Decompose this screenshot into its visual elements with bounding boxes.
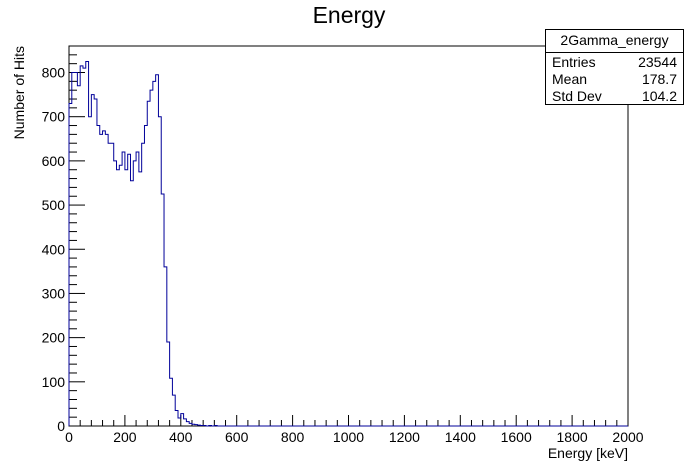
y-axis-label: Number of Hits (11, 46, 27, 139)
y-tick-label: 200 (42, 330, 66, 346)
y-tick-label: 400 (42, 241, 66, 257)
stats-mean-value: 178.7 (641, 71, 677, 87)
y-tick-label: 800 (42, 65, 66, 81)
y-tick-label: 700 (42, 109, 66, 125)
stats-row-stddev: Std Dev 104.2 (546, 87, 683, 104)
chart-title: Energy (312, 2, 386, 28)
x-tick-label: 1400 (445, 429, 476, 445)
stats-histogram-name: 2Gamma_energy (546, 30, 683, 53)
x-tick-label: 600 (225, 429, 249, 445)
stats-stddev-label: Std Dev (552, 88, 602, 104)
y-tick-label: 500 (42, 197, 66, 213)
x-tick-label: 1800 (557, 429, 588, 445)
stats-entries-value: 23544 (638, 54, 677, 70)
x-tick-label: 1000 (333, 429, 364, 445)
stats-row-entries: Entries 23544 (546, 53, 683, 70)
histogram-line (68, 60, 628, 427)
x-tick-label: 800 (281, 429, 305, 445)
x-tick-label: 1600 (501, 429, 532, 445)
stats-row-mean: Mean 178.7 (546, 70, 683, 87)
x-tick-label: 400 (169, 429, 193, 445)
stats-box: 2Gamma_energy Entries 23544 Mean 178.7 S… (545, 29, 684, 105)
x-tick-label: 0 (65, 429, 73, 445)
stats-stddev-value: 104.2 (641, 88, 677, 104)
x-tick-label: 1200 (389, 429, 420, 445)
x-axis-label: Energy [keV] (548, 445, 628, 461)
stats-mean-label: Mean (552, 71, 588, 87)
stats-entries-label: Entries (552, 54, 596, 70)
y-tick-label: 600 (42, 153, 66, 169)
y-tick-label: 0 (57, 418, 65, 434)
y-tick-label: 300 (42, 285, 66, 301)
x-tick-label: 200 (113, 429, 137, 445)
y-tick-label: 100 (42, 374, 66, 390)
x-tick-label: 2000 (612, 429, 643, 445)
